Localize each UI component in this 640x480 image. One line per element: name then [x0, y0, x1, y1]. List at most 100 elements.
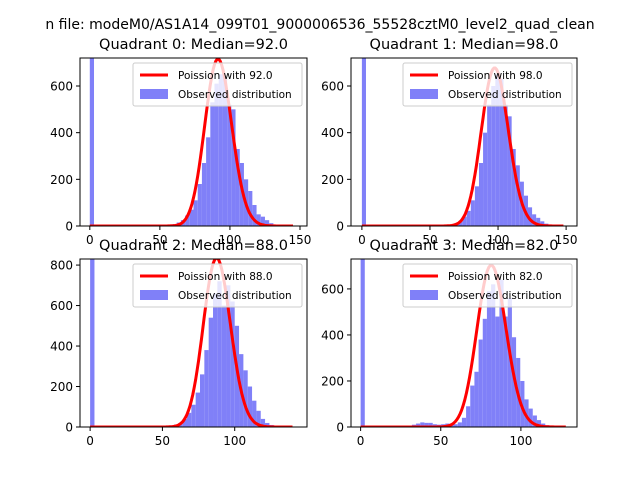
x-tick-label: 100: [223, 434, 246, 448]
histogram-bar-zero: [360, 259, 365, 427]
subplot-quadrant-3: 0 50 100 0 200 400 600 Quadrant 3: Median=82.0 P…: [321, 238, 578, 448]
figure-suptitle: n file: modeM0/AS1A14_099T01_9000006536_…: [45, 17, 594, 33]
histogram-bar: [470, 200, 475, 226]
histogram-bar: [191, 404, 196, 427]
histogram-bar: [491, 284, 496, 427]
histogram-bar: [201, 163, 207, 226]
y-tick-label: 200: [321, 173, 344, 187]
histogram-bar: [466, 210, 471, 226]
histogram-bar: [256, 214, 261, 226]
histogram-bar: [511, 149, 516, 226]
subplot-grid: 0 50 100 150 0 200 400 600 Quadrant 0: Median=92…: [50, 37, 577, 448]
y-tick-label: 600: [50, 299, 73, 313]
legend-label-poisson: Poission with 82.0: [448, 271, 543, 283]
histogram-bar: [235, 149, 240, 226]
legend-3: Poission with 82.0 Observed distribution: [402, 263, 573, 308]
histogram-bar: [499, 79, 504, 226]
x-tick-label: 50: [152, 233, 167, 247]
histogram-bar: [487, 104, 492, 226]
axes-frame-1: [350, 57, 578, 227]
histogram-bar: [478, 163, 484, 226]
legend-box: [402, 62, 573, 107]
subplot-title: Quadrant 3: Median=82.0: [370, 238, 559, 254]
histogram-bar: [260, 216, 265, 226]
legend-0: Poission with 92.0 Observed distribution: [132, 62, 303, 107]
histogram-bar: [462, 216, 467, 226]
y-tick-label: 0: [336, 421, 344, 435]
x-tick-label: 0: [86, 233, 94, 247]
y-tick-label: 400: [50, 126, 73, 140]
histogram-bar: [248, 191, 253, 226]
histogram-bar: [208, 317, 214, 427]
histogram-bar: [524, 399, 529, 427]
legend-2: Poission with 88.0 Observed distribution: [132, 263, 303, 308]
histogram-bar: [424, 422, 429, 427]
histogram-bar: [195, 392, 201, 427]
histogram-bar: [482, 318, 487, 427]
histogram-bar: [532, 415, 537, 427]
histogram-bar: [252, 400, 257, 427]
histogram-bar: [532, 214, 537, 226]
legend-bar-swatch: [140, 89, 168, 99]
x-tick-label: 100: [487, 233, 510, 247]
histogram-bar: [527, 207, 533, 226]
plot-area-3: [360, 259, 566, 427]
histogram-bar: [204, 350, 209, 427]
histogram-bar: [197, 184, 202, 226]
x-tick-label: 150: [289, 233, 312, 247]
histogram-bar: [186, 412, 192, 427]
histogram-bar: [474, 371, 479, 427]
histogram-bar: [227, 104, 232, 226]
histogram-bar: [264, 220, 270, 226]
histogram-bar: [540, 221, 545, 226]
subplot-quadrant-1: 0 50 100 150 0 200 400 600 Quadrant 1: Median=98…: [321, 37, 577, 247]
x-tick-label: 150: [555, 233, 578, 247]
legend-label-observed: Observed distribution: [448, 89, 562, 101]
histogram-bar: [182, 418, 187, 427]
legend-box: [402, 263, 573, 308]
legend-label-poisson: Poission with 98.0: [448, 70, 543, 82]
histogram-bar: [499, 279, 504, 427]
y-tick-label: 0: [65, 220, 73, 234]
x-tick-label: 50: [155, 434, 170, 448]
legend-label-observed: Observed distribution: [178, 290, 292, 302]
histogram-bar: [491, 86, 496, 226]
histogram-bar: [256, 410, 261, 427]
legend-1: Poission with 98.0 Observed distribution: [402, 62, 573, 107]
legend-box: [132, 263, 303, 308]
axes-frame-0: [79, 57, 308, 227]
histogram-bar: [536, 217, 541, 226]
legend-bar-swatch: [410, 89, 438, 99]
histogram-bar-zero: [90, 259, 95, 427]
y-tick-label: 200: [50, 380, 73, 394]
histogram-bar: [231, 109, 236, 226]
histogram-bar: [226, 285, 231, 427]
axes-frame-3: [350, 258, 578, 428]
histogram-bar: [466, 406, 471, 427]
histogram-bar: [416, 423, 421, 427]
y-tick-label: 600: [321, 282, 344, 296]
poisson-curve: [361, 66, 564, 226]
x-tick-label: 50: [422, 233, 437, 247]
x-tick-label: 0: [86, 434, 94, 448]
histogram-bar: [515, 165, 520, 226]
plot-area-2: [90, 259, 293, 427]
histogram-bar: [230, 301, 235, 427]
axes-frame-2: [79, 258, 308, 428]
histogram-bar: [495, 316, 500, 427]
histogram-bar: [486, 291, 492, 427]
y-tick-label: 200: [50, 173, 73, 187]
histogram-bar: [200, 374, 205, 427]
histogram-bar: [265, 422, 270, 427]
histogram-bar: [461, 417, 467, 427]
y-tick-label: 600: [321, 80, 344, 94]
legend-bar-swatch: [410, 290, 438, 300]
histogram-bar: [478, 339, 483, 427]
plot-area-1: [361, 58, 564, 226]
x-tick-label: 0: [357, 434, 365, 448]
y-tick-label: 0: [336, 220, 344, 234]
histogram-bar: [243, 370, 248, 427]
poisson-curve: [89, 58, 294, 226]
histogram-bar: [222, 76, 228, 226]
histogram-bar: [420, 422, 425, 427]
